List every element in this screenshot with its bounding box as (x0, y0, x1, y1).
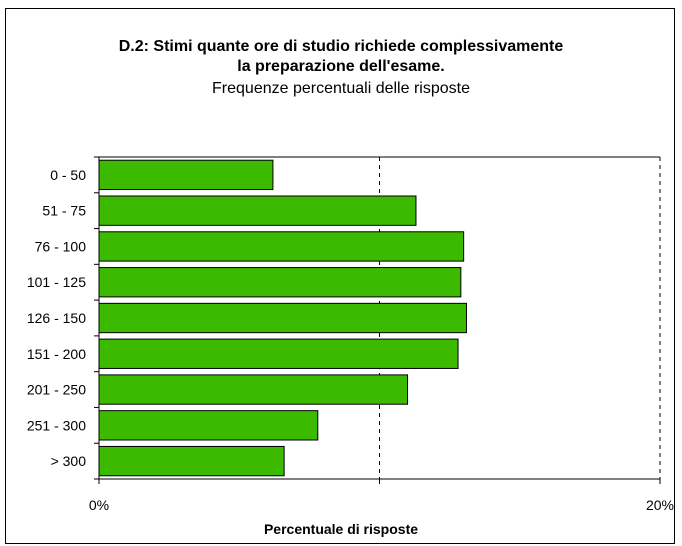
category-label-3: 101 - 125 (27, 274, 86, 290)
category-label-4: 126 - 150 (27, 310, 86, 326)
x-tick-label-0: 0% (89, 497, 109, 513)
bar-0 (98, 159, 274, 191)
chart-subtitle: Frequenze percentuali delle risposte (212, 80, 470, 97)
x-axis-label: Percentuale di risposte (263, 521, 419, 537)
bar-4 (98, 302, 467, 334)
bar-5 (98, 338, 459, 369)
category-label-7: 251 - 300 (27, 417, 86, 433)
category-label-8: > 300 (51, 453, 87, 469)
bar-2 (98, 231, 465, 262)
category-label-5: 151 - 200 (27, 346, 86, 362)
chart-title-line2: la preparazione dell'esame. (237, 58, 445, 75)
category-label-0: 0 - 50 (50, 167, 86, 183)
bar-7 (98, 410, 319, 441)
category-label-2: 76 - 100 (35, 238, 87, 254)
chart-title-line1: D.2: Stimi quante ore di studio richiede… (118, 38, 564, 55)
bar-8 (98, 445, 285, 477)
category-label-6: 201 - 250 (27, 382, 86, 398)
x-tick-label-1: 20% (646, 497, 674, 513)
bar-1 (98, 195, 417, 226)
bar-6 (98, 374, 409, 405)
category-label-1: 51 - 75 (42, 203, 86, 219)
bar-3 (98, 267, 462, 298)
